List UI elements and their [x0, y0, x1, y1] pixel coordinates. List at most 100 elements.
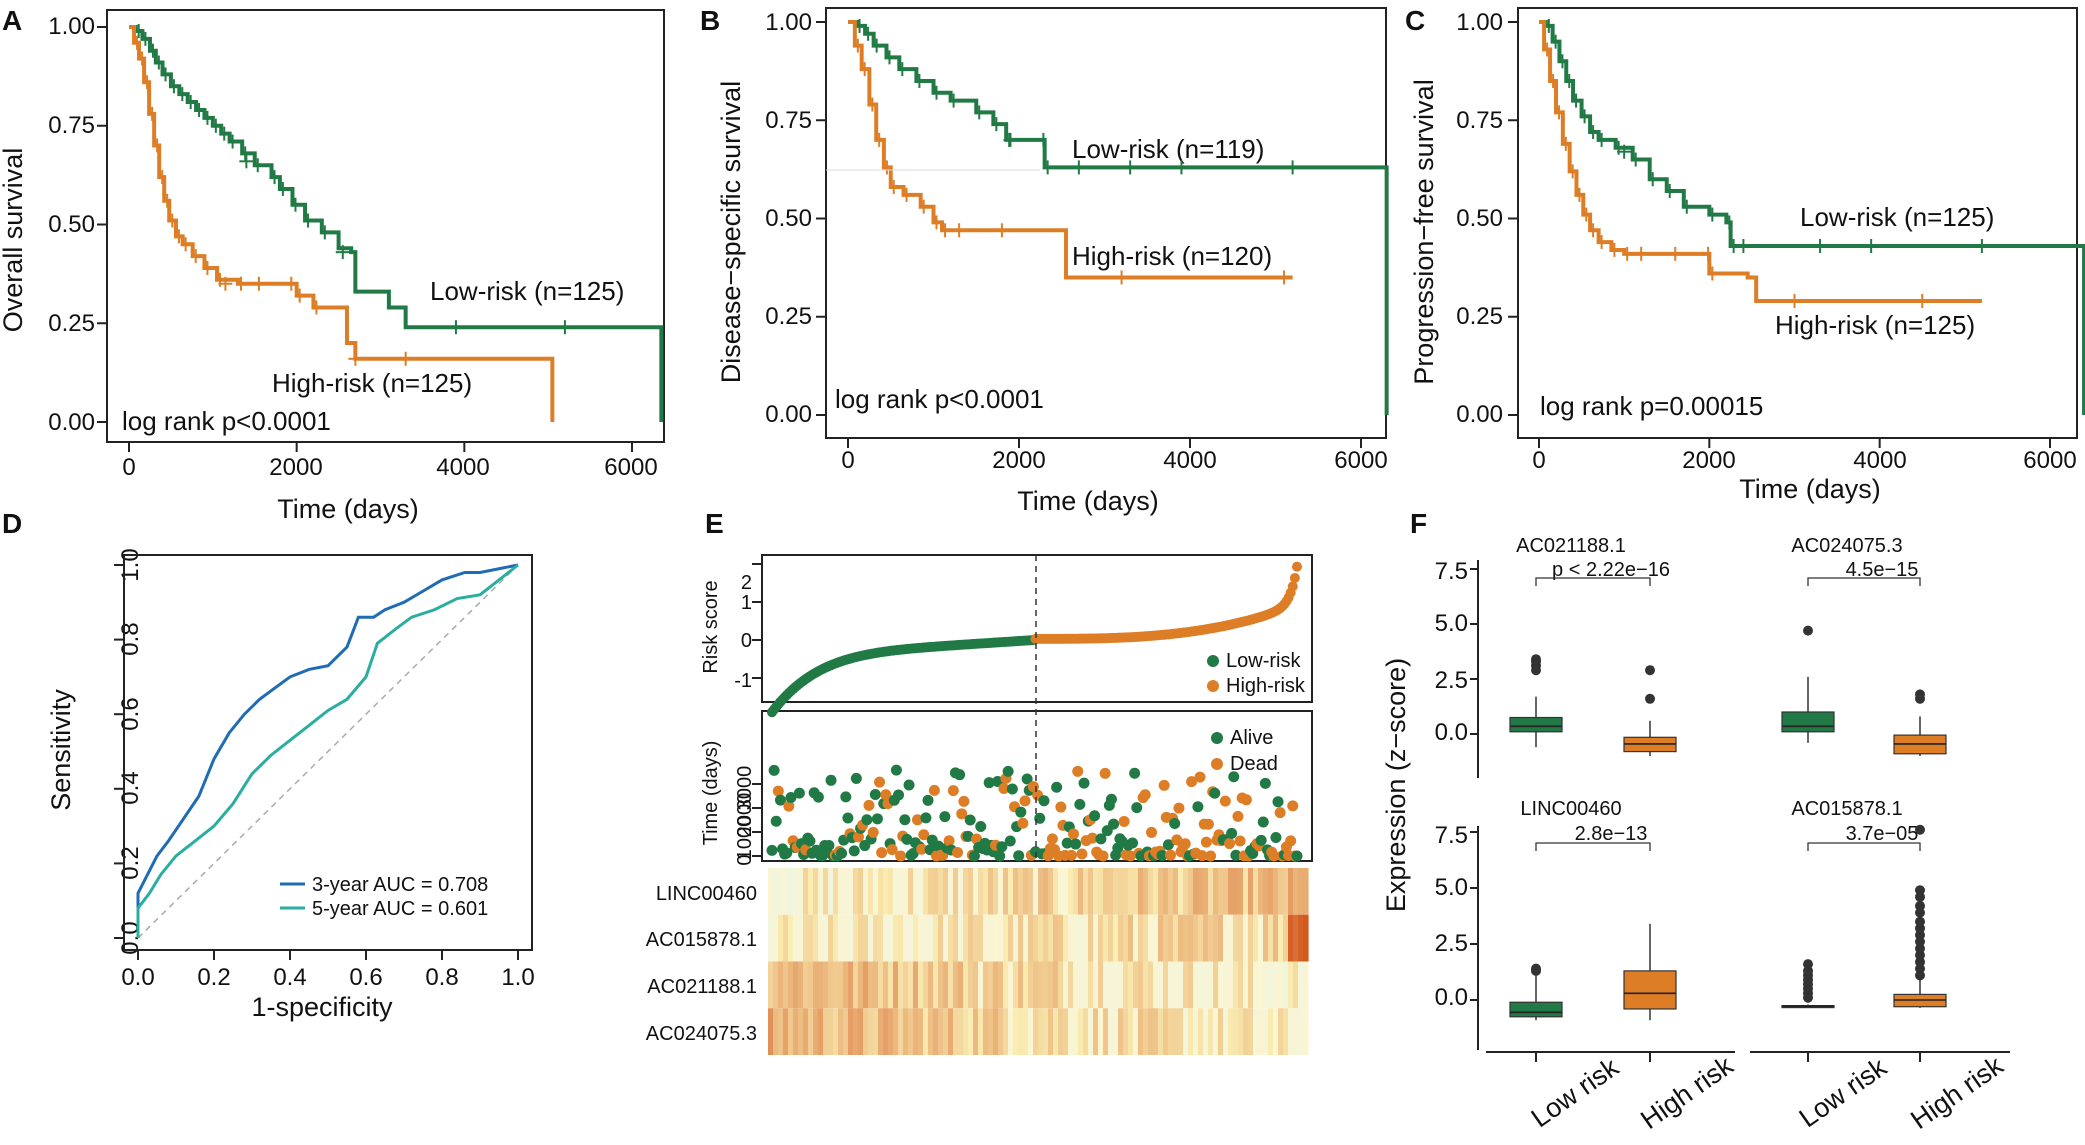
heatmap-cell — [978, 868, 984, 915]
category-label: Low risk — [1526, 1052, 1625, 1134]
heatmap-cell — [893, 914, 899, 962]
panel-f-ytick: 0.0 — [1435, 719, 1468, 746]
panel-f-ytick: 0.0 — [1435, 984, 1468, 1011]
heatmap-cell — [983, 914, 989, 962]
heatmap-cell — [1253, 914, 1259, 962]
heatmap-cell — [1203, 961, 1209, 1009]
heatmap-cell — [788, 868, 794, 915]
heatmap-cell — [998, 868, 1004, 915]
dead-point — [886, 844, 898, 856]
heatmap-cell — [813, 868, 819, 915]
panel-c-ytick: 0.25 — [1456, 303, 1503, 330]
heatmap-cell — [838, 914, 844, 962]
outlier-point — [1645, 693, 1655, 704]
heatmap-cell — [823, 961, 829, 1009]
high-risk-survival-curve — [129, 25, 555, 422]
heatmap-cell — [1053, 1008, 1059, 1055]
heatmap-cell — [1108, 868, 1114, 915]
heatmap-cell — [1043, 961, 1049, 1009]
heatmap-cell — [1168, 1008, 1174, 1055]
legend-dead-dot — [1211, 758, 1223, 770]
dead-point — [1219, 795, 1231, 807]
auc5-roc-curve — [136, 563, 519, 938]
heatmap-cell — [853, 961, 859, 1009]
alive-point — [994, 850, 1006, 862]
heatmap-cell — [1063, 1008, 1069, 1055]
heatmap-cell — [1103, 914, 1109, 962]
heatmap-cell — [818, 961, 824, 1009]
heatmap-cell — [1158, 914, 1164, 962]
panel-c-ytick: 0.75 — [1456, 107, 1503, 134]
panel-c: C Progression−free survival Time (days) … — [1405, 5, 2077, 504]
heatmap-cell — [1148, 868, 1154, 915]
heatmap-cell — [1248, 914, 1254, 962]
heatmap-cell — [1253, 1008, 1259, 1055]
heatmap-cell — [1253, 961, 1259, 1009]
heatmap-cell — [778, 961, 784, 1009]
heatmap-cell — [1138, 1008, 1144, 1055]
alive-point — [1270, 832, 1282, 844]
heatmap-cell — [858, 1008, 864, 1055]
heatmap-cell — [863, 1008, 869, 1055]
heatmap-cell — [1278, 914, 1284, 962]
panel-e-risk-ytick: -1 — [734, 670, 752, 692]
dead-point — [1274, 807, 1286, 819]
alive-point — [766, 844, 778, 856]
heatmap-cell — [993, 1008, 999, 1055]
dead-point — [1196, 850, 1208, 862]
heatmap-cell — [803, 1008, 809, 1055]
alive-point — [823, 839, 835, 851]
heatmap-cell — [1228, 1008, 1234, 1055]
heatmap-cell — [1273, 961, 1279, 1009]
plot-frame — [1517, 7, 2078, 439]
heatmap-cell — [1303, 914, 1309, 962]
heatmap-cell — [1063, 961, 1069, 1009]
heatmap-cell — [1263, 868, 1269, 915]
heatmap-cell — [798, 914, 804, 962]
heatmap-cell — [788, 914, 794, 962]
alive-point — [1257, 816, 1269, 828]
low-risk-survival-curve — [848, 20, 1389, 415]
heatmap-cell — [1298, 961, 1304, 1009]
heatmap-cell — [1193, 1008, 1199, 1055]
heatmap-cell — [1243, 961, 1249, 1009]
alive-point — [954, 769, 966, 781]
heatmap-cell — [1163, 1008, 1169, 1055]
heatmap-cell — [903, 961, 909, 1009]
dead-point — [895, 850, 907, 862]
heatmap-cell — [1143, 1008, 1149, 1055]
heatmap-cell — [1078, 961, 1084, 1009]
heatmap-cell — [1293, 961, 1299, 1009]
alive-point — [861, 814, 873, 826]
alive-point — [1192, 801, 1204, 813]
alive-point — [1095, 833, 1107, 845]
panel-a-xtick: 4000 — [436, 454, 489, 481]
heatmap-cell — [828, 914, 834, 962]
heatmap-cell — [953, 1008, 959, 1055]
heatmap-cell — [1038, 914, 1044, 962]
heatmap-cell — [1268, 961, 1274, 1009]
alive-point — [1209, 787, 1221, 799]
heatmap-cell — [1168, 914, 1174, 962]
significance-bracket — [1535, 842, 1651, 851]
heatmap-cell — [1023, 868, 1029, 915]
alive-point — [850, 772, 862, 784]
heatmap-cell — [1088, 914, 1094, 962]
dead-point — [1065, 849, 1077, 861]
dead-point — [1068, 828, 1080, 840]
panel-b-xtick: 2000 — [992, 447, 1045, 474]
panel-b-ytick: 1.00 — [765, 9, 812, 36]
alive-point — [1021, 773, 1033, 785]
heatmap-cell — [998, 1008, 1004, 1055]
panel-d-xtick: 0.0 — [121, 964, 154, 991]
heatmap-cell — [818, 1008, 824, 1055]
heatmap-cell — [998, 961, 1004, 1009]
panel-c-low-label: Low-risk (n=125) — [1800, 202, 1994, 232]
heatmap-cell — [968, 868, 974, 915]
heatmap-cell — [983, 1008, 989, 1055]
heatmap-cell — [968, 961, 974, 1009]
heatmap-cell — [913, 914, 919, 962]
heatmap-cell — [1208, 1008, 1214, 1055]
heatmap-cell — [1113, 914, 1119, 962]
heatmap-cell — [793, 961, 799, 1009]
